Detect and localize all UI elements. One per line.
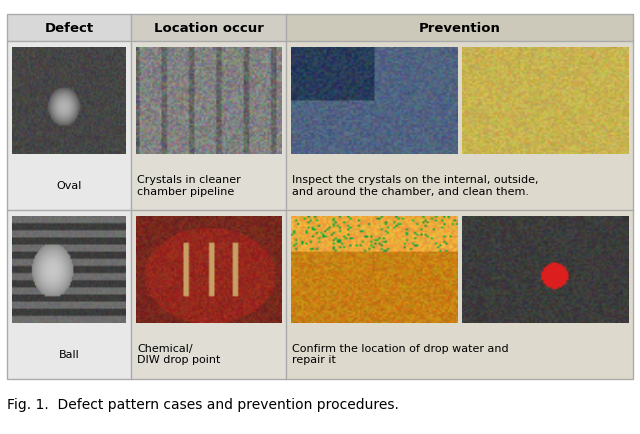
Text: Defect: Defect — [44, 22, 93, 35]
Text: Prevention: Prevention — [419, 22, 500, 35]
Text: Location occur: Location occur — [154, 22, 264, 35]
Bar — [7, 15, 131, 42]
Bar — [131, 210, 286, 379]
Text: Crystals in cleaner
chamber pipeline: Crystals in cleaner chamber pipeline — [137, 174, 241, 196]
Bar — [131, 15, 286, 42]
Text: Confirm the location of drop water and
repair it: Confirm the location of drop water and r… — [292, 343, 509, 365]
Text: Ball: Ball — [59, 349, 79, 359]
Bar — [7, 42, 131, 210]
Text: Inspect the crystals on the internal, outside,
and around the chamber, and clean: Inspect the crystals on the internal, ou… — [292, 174, 539, 196]
Bar — [286, 210, 633, 379]
Bar — [7, 15, 633, 379]
Bar — [131, 42, 286, 210]
Text: Oval: Oval — [56, 181, 82, 191]
Bar — [286, 42, 633, 210]
Bar — [7, 210, 131, 379]
Text: Fig. 1.  Defect pattern cases and prevention procedures.: Fig. 1. Defect pattern cases and prevent… — [7, 397, 399, 411]
Text: Chemical/
DIW drop point: Chemical/ DIW drop point — [137, 343, 220, 365]
Bar — [286, 15, 633, 42]
